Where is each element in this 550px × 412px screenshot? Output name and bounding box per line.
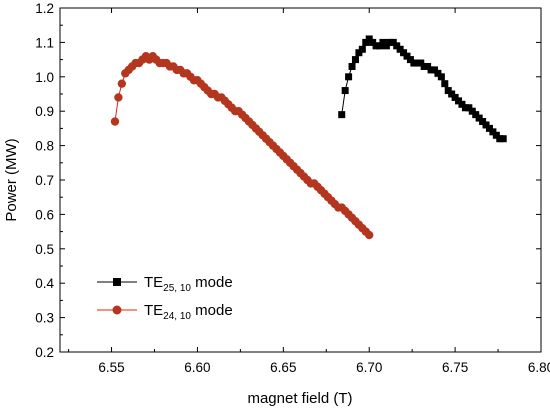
legend-item-te25-10: TE25, 10 mode [97, 274, 233, 294]
legend-item-te24-10: TE24, 10 mode [97, 302, 233, 322]
legend-label-te24-10: TE24, 10 mode [144, 302, 233, 322]
x-axis-title: magnet field (T) [247, 390, 352, 407]
y-tick-label-5: 0.7 [35, 173, 54, 188]
legend-label-te25-10-sub: 25, 10 [163, 283, 191, 294]
series-1-line [114, 55, 370, 236]
x-tick-label-5: 6.80 [528, 360, 550, 375]
series-0-point-3 [348, 62, 356, 70]
x-tick-label-1: 6.60 [184, 360, 210, 375]
series-0-point-6 [358, 45, 366, 53]
y-tick-label-6: 0.8 [35, 139, 54, 154]
axis-ticks [60, 7, 542, 353]
series-0-point-29 [437, 73, 445, 81]
y-tick-label-1: 0.3 [35, 311, 54, 326]
legend-marker-te24-10 [112, 305, 122, 315]
legend-label-te25-10-suffix: mode [191, 274, 233, 291]
legend-label-te24-10-suffix: mode [191, 302, 233, 319]
series-1-point-74 [365, 230, 374, 240]
series-1-point-0 [110, 117, 120, 126]
y-tick-label-9: 1.1 [35, 35, 54, 50]
y-tick-label-7: 0.9 [35, 104, 54, 119]
legend-label-te25-10: TE25, 10 mode [144, 274, 233, 294]
x-tick-label-4: 6.75 [442, 360, 468, 375]
x-tick-label-0: 6.55 [98, 360, 124, 375]
legend-label-te24-10-sub: 24, 10 [163, 311, 191, 322]
y-axis-title: Power (MW) [3, 138, 20, 221]
series-0-point-30 [441, 80, 449, 88]
x-tick-label-3: 6.70 [356, 360, 382, 375]
plot-area-frame [59, 7, 542, 353]
legend-label-te25-10-main: TE [144, 274, 163, 291]
series-1 [110, 51, 374, 240]
y-tick-label-4: 0.6 [35, 207, 54, 222]
y-tick-label-8: 1.0 [35, 70, 54, 85]
series-1-point-2 [117, 79, 127, 88]
legend: TE25, 10 mode TE24, 10 mode [97, 274, 233, 322]
series-0-point-0 [338, 111, 346, 119]
y-tick-label-10: 1.2 [35, 1, 54, 16]
x-tick-label-2: 6.65 [270, 360, 296, 375]
legend-label-te24-10-main: TE [144, 302, 163, 319]
legend-marker-te25-10 [113, 278, 121, 286]
series-layer [110, 35, 507, 240]
series-0-point-47 [499, 135, 507, 143]
series-0-point-1 [341, 87, 349, 95]
y-tick-label-3: 0.5 [35, 242, 54, 257]
series-0 [338, 35, 507, 143]
series-0-point-2 [345, 73, 353, 81]
axis-tick-labels: 6.55 6.60 6.65 6.70 6.75 6.80 0.2 0.3 0.4 0.5 0.6 0… [35, 1, 550, 375]
y-tick-label-2: 0.4 [35, 276, 54, 291]
y-tick-label-0: 0.2 [35, 345, 54, 360]
series-0-line [341, 38, 504, 140]
series-1-point-1 [114, 93, 123, 102]
series-0-point-4 [351, 56, 359, 64]
